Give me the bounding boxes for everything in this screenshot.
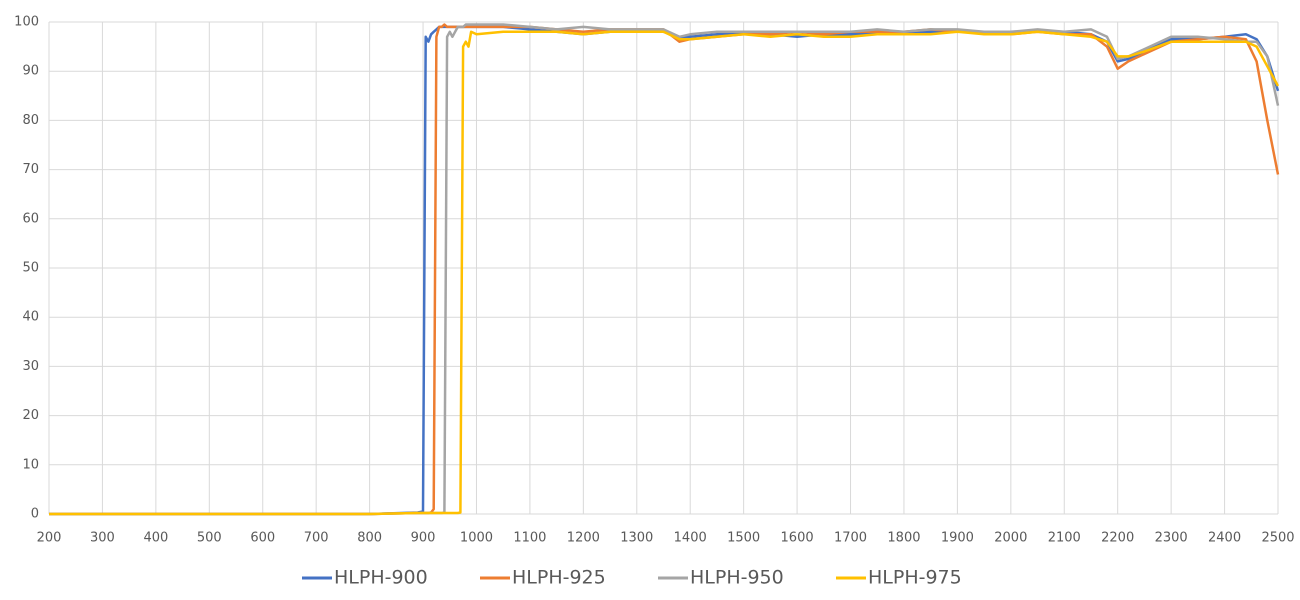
legend-label: HLPH-950 [690,567,784,589]
x-tick-label: 2200 [1101,531,1134,546]
y-tick-label: 50 [22,261,39,276]
x-tick-label: 2300 [1155,531,1188,546]
y-tick-label: 80 [22,113,39,128]
x-tick-label: 200 [37,531,62,546]
x-tick-label: 2000 [994,531,1027,546]
series-line [49,23,1280,516]
y-tick-label: 40 [22,310,39,325]
x-tick-label: 500 [197,531,222,546]
y-tick-label: 0 [31,507,39,522]
x-tick-label: 1100 [513,531,546,546]
x-tick-label: 2100 [1048,531,1081,546]
y-tick-label: 10 [22,457,39,472]
x-tick-label: 1400 [674,531,707,546]
x-tick-label: 800 [357,531,382,546]
x-tick-label: 1300 [620,531,653,546]
legend-label: HLPH-925 [512,567,606,589]
x-tick-label: 900 [411,531,436,546]
legend-label: HLPH-900 [334,567,428,589]
x-tick-label: 1000 [460,531,493,546]
x-tick-label: 300 [90,531,115,546]
series-line [49,30,1280,516]
x-tick-label: 1900 [941,531,974,546]
x-tick-label: 700 [304,531,329,546]
x-tick-label: 400 [143,531,168,546]
series-line [49,23,1280,516]
series-line [49,25,1280,516]
x-tick-label: 1800 [887,531,920,546]
x-tick-label: 2400 [1208,531,1241,546]
y-tick-label: 100 [14,15,39,30]
y-tick-label: 20 [22,408,39,423]
y-tick-label: 70 [22,162,39,177]
y-tick-label: 30 [22,359,39,374]
legend-label: HLPH-975 [868,567,962,589]
x-tick-label: 2500 [1261,531,1294,546]
y-tick-label: 90 [22,64,39,79]
x-tick-label: 1700 [834,531,867,546]
y-tick-label: 60 [22,211,39,226]
x-tick-label: 600 [250,531,275,546]
x-tick-label: 1600 [781,531,814,546]
x-tick-label: 1200 [567,531,600,546]
x-tick-label: 1500 [727,531,760,546]
